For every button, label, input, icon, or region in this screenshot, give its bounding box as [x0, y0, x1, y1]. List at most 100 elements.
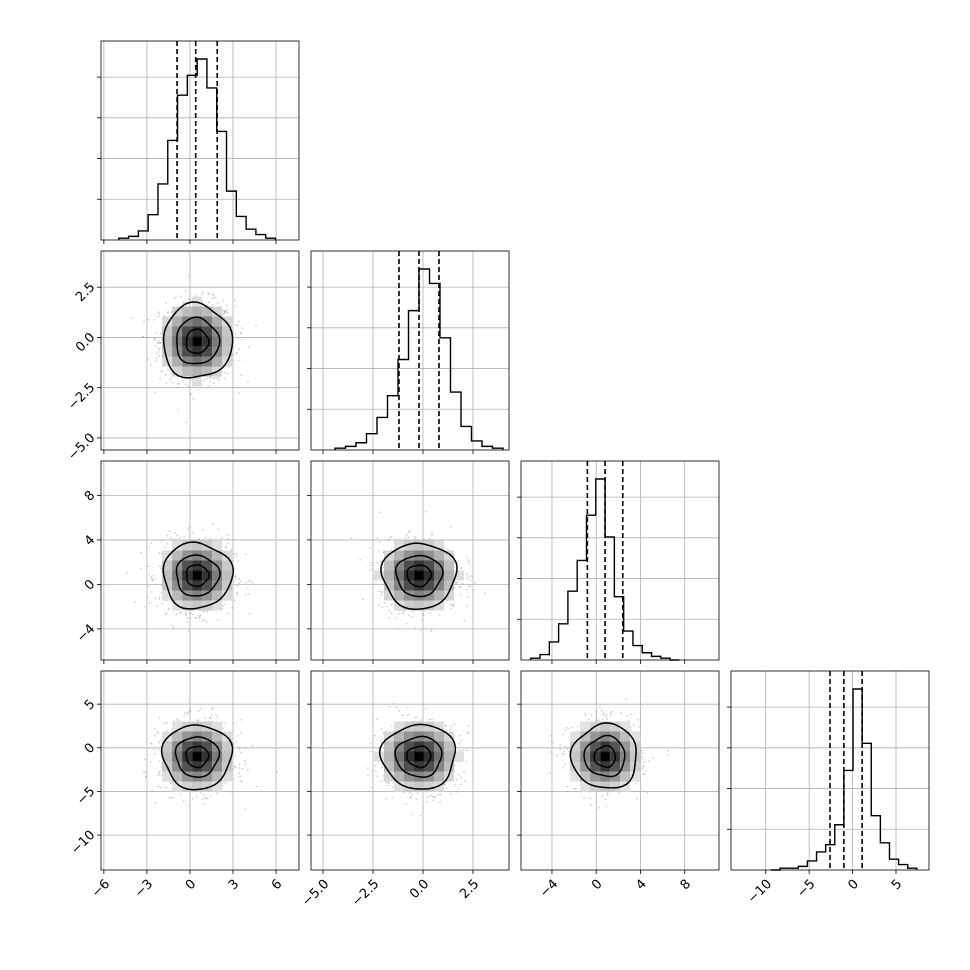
sample-point	[240, 332, 243, 335]
sample-point	[155, 331, 158, 334]
sample-point	[386, 605, 389, 607]
sample-point	[467, 575, 470, 578]
sample-point	[146, 358, 149, 361]
sample-point	[240, 780, 243, 783]
sample-point	[213, 296, 216, 299]
sample-point	[429, 611, 431, 614]
density-cell	[202, 326, 213, 337]
sample-point	[447, 548, 449, 551]
sample-point	[385, 781, 388, 784]
sample-point	[227, 538, 230, 540]
sample-point	[255, 785, 258, 788]
sample-point	[154, 802, 157, 805]
density-cell	[192, 376, 203, 387]
sample-point	[370, 564, 372, 567]
sample-point	[430, 630, 433, 632]
sample-point	[153, 747, 155, 750]
density-cell	[202, 336, 213, 347]
sample-point	[457, 773, 460, 776]
panel-frame	[100, 460, 300, 661]
sample-point	[217, 302, 219, 304]
sample-point	[466, 604, 468, 607]
sample-point	[226, 309, 228, 311]
sample-point	[152, 574, 155, 577]
sample-point	[428, 538, 431, 540]
sample-point	[460, 783, 463, 786]
density-cell	[192, 366, 203, 377]
sample-point	[158, 760, 161, 762]
sample-point	[165, 612, 168, 614]
sample-point	[378, 590, 380, 593]
sample-point	[233, 575, 236, 578]
sample-point	[212, 377, 215, 380]
x-tick-label: −6	[89, 877, 113, 901]
sample-point	[216, 716, 219, 719]
sample-point	[235, 555, 238, 558]
sample-point	[237, 559, 240, 562]
sample-point	[211, 297, 214, 300]
sample-point	[158, 717, 161, 719]
sample-point	[170, 310, 173, 313]
density-cell	[384, 570, 394, 581]
sample-point	[426, 801, 428, 804]
density-cell	[222, 570, 233, 581]
sample-point	[188, 535, 191, 538]
contour-0	[185, 564, 210, 588]
sample-point	[236, 591, 239, 594]
y-tick-label: −10	[68, 828, 98, 858]
sample-point	[171, 381, 174, 384]
density-cell	[162, 570, 173, 581]
sample-point	[415, 798, 418, 801]
sample-point	[174, 531, 177, 534]
sample-point	[143, 320, 145, 322]
density-cell	[202, 346, 213, 357]
sample-point	[449, 526, 452, 528]
sample-point	[458, 734, 461, 737]
contour-2	[162, 301, 234, 379]
density-cell	[202, 366, 213, 377]
sample-point	[151, 577, 153, 580]
sample-point	[187, 385, 190, 388]
sample-point	[227, 612, 230, 615]
sample-point	[391, 796, 394, 799]
sample-point	[226, 304, 228, 307]
sample-point	[251, 581, 254, 584]
density-cell	[424, 781, 434, 792]
sample-point	[154, 583, 157, 586]
sample-point	[174, 296, 177, 299]
density-cell	[212, 570, 223, 581]
y-tick-label: 0.0	[73, 330, 98, 355]
sample-point	[239, 775, 241, 778]
density-cell	[404, 570, 414, 581]
sample-point	[188, 710, 191, 713]
sample-point	[248, 346, 250, 348]
sample-point	[449, 604, 452, 606]
sample-point	[160, 341, 162, 344]
sample-point	[251, 745, 254, 747]
sample-point	[467, 725, 470, 728]
sample-point	[186, 621, 189, 623]
sample-point	[224, 310, 227, 313]
sample-point	[390, 603, 392, 606]
sample-point	[439, 800, 441, 803]
sample-point	[154, 337, 157, 340]
sample-point	[460, 776, 462, 779]
contour-1	[176, 316, 221, 365]
x-tick-label: −5.0	[299, 877, 332, 910]
sample-point	[422, 806, 424, 809]
sample-point	[195, 796, 198, 798]
density-cell	[182, 560, 193, 571]
sample-point	[192, 397, 195, 400]
x-tick-label: 0	[183, 877, 199, 893]
sample-point	[163, 722, 166, 725]
sample-point	[467, 585, 470, 588]
density-cell	[212, 580, 223, 591]
sample-point	[180, 295, 182, 298]
sample-point	[402, 611, 405, 614]
sample-point	[466, 595, 469, 598]
sample-point	[167, 608, 170, 611]
density-cell	[222, 336, 233, 347]
sample-point	[240, 580, 242, 583]
sample-point	[460, 593, 463, 596]
sample-point	[224, 781, 227, 784]
